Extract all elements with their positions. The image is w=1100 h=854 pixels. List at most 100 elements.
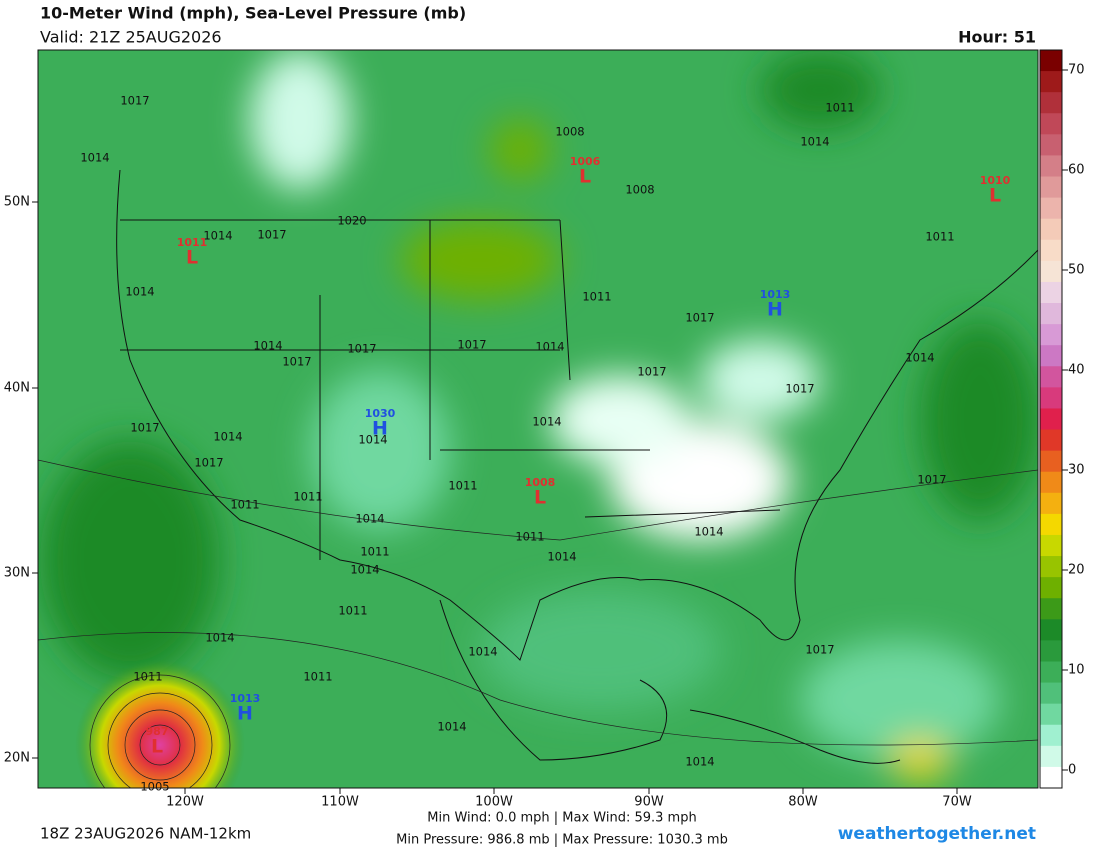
site-link[interactable]: weathertogether.net <box>838 824 1036 844</box>
colorbar-segment <box>1040 218 1062 241</box>
colorbar-segment <box>1040 745 1062 768</box>
isobar-label: 1014 <box>80 151 109 165</box>
boundaries <box>116 169 1038 764</box>
colorbar-segment <box>1040 619 1062 641</box>
colorbar-tick-label: 20 <box>1068 563 1085 578</box>
wind-field <box>40 50 1038 780</box>
colorbar-segment <box>1040 556 1062 578</box>
lat-label: 40N <box>4 381 30 396</box>
isobar-label: 1014 <box>694 525 723 539</box>
center-value: 1011 <box>177 236 208 249</box>
isobar-label: 1014 <box>355 512 384 526</box>
colorbar-tick-label: 40 <box>1068 363 1085 378</box>
isobar-label: 1011 <box>338 604 367 618</box>
center-value: 1013 <box>230 692 261 705</box>
lon-label: 110W <box>321 795 359 810</box>
colorbar-segment <box>1040 703 1062 726</box>
isobar-label: 1014 <box>685 755 714 769</box>
isobar-label: 1011 <box>448 479 477 493</box>
isobar-label: 1008 <box>625 183 654 197</box>
forecast-hour: Hour: 51 <box>958 28 1036 47</box>
isobar-label: 1011 <box>293 490 322 504</box>
lat-label: 30N <box>4 566 30 581</box>
colorbar-segment <box>1040 197 1062 220</box>
colorbar-segment <box>1040 71 1062 93</box>
center-symbol: L <box>579 166 591 188</box>
colorbar-segment <box>1040 92 1062 114</box>
isobar-label: 1017 <box>805 643 834 657</box>
isobar-label: 1011 <box>360 545 389 559</box>
center-value: 1006 <box>570 155 601 168</box>
colorbar-tick-label: 30 <box>1068 463 1085 478</box>
isobar-label: 1014 <box>358 433 387 447</box>
center-symbol: L <box>186 247 198 269</box>
isobar-label: 1014 <box>205 631 234 645</box>
center-symbol: L <box>989 185 1001 207</box>
colorbar-segment <box>1040 429 1062 452</box>
colorbar-segment <box>1040 577 1062 599</box>
isobar-label: 1014 <box>905 351 934 365</box>
colorbar-segment <box>1040 450 1062 473</box>
colorbar-segment <box>1040 471 1062 494</box>
isobar-label: 1014 <box>532 415 561 429</box>
colorbar-segment <box>1040 766 1062 789</box>
colorbar-segment <box>1040 513 1062 536</box>
colorbar-tick-label: 60 <box>1068 163 1085 178</box>
lon-label: 70W <box>942 795 972 810</box>
isobar-label: 1011 <box>230 498 259 512</box>
isobar-label: 1014 <box>203 229 232 243</box>
colorbar-tick-label: 70 <box>1068 63 1085 78</box>
map <box>38 50 1038 788</box>
title: 10-Meter Wind (mph), Sea-Level Pressure … <box>40 4 466 23</box>
isobar-lines <box>38 459 1038 788</box>
colorbar-tick-label: 10 <box>1068 663 1085 678</box>
colorbar-segment <box>1040 303 1062 325</box>
isobar-label: 1011 <box>825 101 854 115</box>
hurricane <box>75 660 245 788</box>
center-symbol: H <box>237 703 253 725</box>
isobar-label: 1017 <box>917 473 946 487</box>
center-value: 1013 <box>760 288 791 301</box>
isobar-label: 1014 <box>253 339 282 353</box>
lon-label: 90W <box>634 795 664 810</box>
isobar-label: 1020 <box>337 214 366 228</box>
colorbar-segment <box>1040 176 1062 199</box>
colorbar-segment <box>1040 260 1062 283</box>
colorbar-segment <box>1040 134 1062 156</box>
isobar-label: 1008 <box>555 125 584 139</box>
isobar-label: 1017 <box>347 342 376 356</box>
center-symbol: L <box>151 736 163 758</box>
isobar-label: 1017 <box>257 228 286 242</box>
map-frame <box>37 49 1039 789</box>
isobar-label: 1014 <box>437 720 466 734</box>
valid-time: Valid: 21Z 25AUG2026 <box>40 28 222 47</box>
colorbar-segment <box>1040 113 1062 135</box>
lat-label: 20N <box>4 751 30 766</box>
colorbar-segment <box>1040 534 1062 557</box>
pressure-stats: Min Pressure: 986.8 mb | Max Pressure: 1… <box>396 833 728 848</box>
center-value: 987 <box>146 725 169 738</box>
isobar-label: 1011 <box>303 670 332 684</box>
isobar-label: 1014 <box>800 135 829 149</box>
isobar-label: 1014 <box>468 645 497 659</box>
isobar-label: 1017 <box>685 311 714 325</box>
isobar-label: 1017 <box>457 338 486 352</box>
center-value: 1030 <box>365 407 396 420</box>
isobar-label: 1014 <box>125 285 154 299</box>
lat-label: 50N <box>4 195 30 210</box>
colorbar-segment <box>1040 281 1062 304</box>
wind-stats: Min Wind: 0.0 mph | Max Wind: 59.3 mph <box>427 811 696 826</box>
isobar-label: 1014 <box>547 550 576 564</box>
isobar-label: 1011 <box>133 670 162 684</box>
colorbar-segment <box>1040 640 1062 662</box>
colorbar-segment <box>1040 387 1062 409</box>
lon-label: 120W <box>166 795 204 810</box>
isobar-label: 1017 <box>637 365 666 379</box>
isobar-label: 1014 <box>213 430 242 444</box>
isobar-label: 1017 <box>194 456 223 470</box>
colorbar-tick-label: 0 <box>1068 763 1076 778</box>
colorbar-segment <box>1040 598 1062 620</box>
center-value: 1010 <box>980 174 1011 187</box>
colorbar-segment <box>1040 408 1062 431</box>
center-symbol: H <box>767 299 783 321</box>
